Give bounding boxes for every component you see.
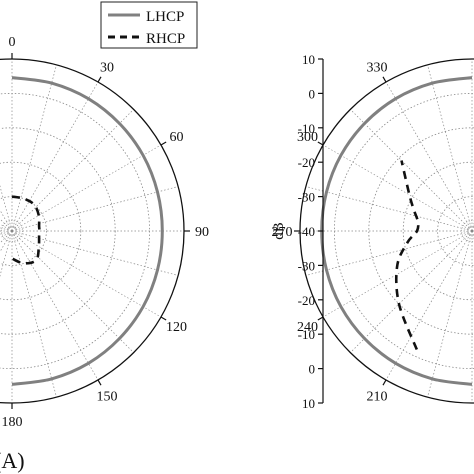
left-series-layer: [11, 76, 164, 386]
grid-spoke: [11, 230, 162, 318]
grid-spoke: [385, 81, 473, 232]
angle-tick-label: 210: [367, 390, 388, 405]
series-rhcp-line: [11, 195, 41, 265]
grid-spoke: [11, 109, 134, 232]
legend-label-rhcp: RHCP: [146, 31, 185, 47]
grid-ring: [402, 161, 474, 301]
angle-tick-mark: [97, 379, 102, 386]
series-rhcp-line: [394, 160, 420, 350]
radial-tick-label: -20: [298, 293, 315, 308]
legend: LHCP RHCP: [100, 1, 198, 49]
grid-ring: [368, 127, 474, 335]
grid-spoke: [0, 209, 13, 232]
radial-tick-label: -10: [298, 121, 315, 136]
angle-tick-label: 240: [297, 320, 318, 335]
left-grid: [0, 58, 185, 404]
panel-label: (A): [0, 448, 25, 473]
radial-tick-label: 0: [309, 86, 316, 101]
angle-tick-mark: [317, 141, 324, 146]
angle-tick-label: 300: [297, 130, 318, 145]
grid-spoke: [11, 81, 99, 232]
grid-spoke: [11, 144, 162, 232]
angle-tick-label: 330: [367, 60, 388, 75]
radial-tick-label: 10: [302, 396, 315, 411]
grid-spoke: [427, 64, 473, 232]
radial-tick-label: 0: [309, 362, 316, 377]
polar-plot-right: 210 240 270 300 330 10 0 -10 -20 -30 -40 -30 -20 -10…: [271, 52, 474, 411]
angle-tick-label: 90: [195, 225, 209, 240]
grid-ring: [0, 161, 82, 301]
grid-spoke: [11, 64, 57, 232]
angle-tick-label: 60: [170, 130, 184, 145]
grid-ring: [0, 127, 116, 335]
grid-spoke: [322, 144, 473, 232]
angle-tick-label: 0: [9, 35, 16, 50]
radial-axis-label: dB: [271, 222, 287, 240]
series-lhcp-line: [320, 76, 473, 386]
grid-spoke: [0, 230, 13, 253]
right-angle-ticks: 210 240 270 300 330: [272, 60, 388, 404]
grid-spoke: [385, 230, 473, 381]
grid-spoke: [11, 230, 134, 353]
radial-tick-label: -30: [298, 258, 315, 273]
angle-tick-mark: [382, 379, 387, 386]
right-grid: [299, 58, 474, 404]
legend-box: [100, 1, 198, 49]
series-lhcp-line: [11, 76, 164, 386]
right-radial-axis: 10 0 -10 -20 -30 -40 -30 -20 -10 0 10 dB: [271, 52, 324, 411]
angle-tick-mark: [160, 141, 167, 146]
radial-tick-label: -40: [298, 224, 315, 239]
grid-spoke: [305, 186, 473, 232]
angle-tick-mark: [317, 316, 324, 321]
angle-tick-label: 180: [2, 415, 23, 430]
grid-spoke: [427, 230, 473, 398]
angle-tick-mark: [382, 76, 387, 83]
angle-tick-label: 120: [166, 320, 187, 335]
angle-tick-mark: [97, 76, 102, 83]
angle-tick-label: 270: [272, 225, 293, 240]
grid-spoke: [11, 230, 179, 276]
grid-ring: [466, 225, 474, 237]
grid-spoke: [0, 184, 13, 232]
radial-tick-label: 10: [302, 52, 315, 67]
angle-tick-label: 150: [97, 390, 118, 405]
grid-spoke: [350, 109, 473, 232]
legend-label-lhcp: LHCP: [146, 9, 184, 25]
radial-tick-label: -10: [298, 327, 315, 342]
polar-plot-left: 0 30 60 90 120 150 180: [0, 35, 209, 430]
grid-spoke: [0, 230, 13, 278]
grid-spoke: [322, 230, 473, 318]
right-series-layer: [320, 76, 473, 386]
left-angle-ticks: 0 30 60 90 120 150 180: [2, 35, 210, 430]
grid-spoke: [0, 230, 13, 239]
grid-ring: [437, 196, 474, 266]
grid-spoke: [11, 230, 57, 398]
grid-ring: [6, 225, 18, 237]
grid-ring: [461, 220, 474, 242]
radial-tick-label: -20: [298, 155, 315, 170]
radial-tick-label: -30: [298, 190, 315, 205]
angle-tick-mark: [160, 316, 167, 321]
grid-spoke: [11, 230, 99, 381]
grid-spoke: [350, 230, 473, 353]
grid-spoke: [305, 230, 473, 276]
angle-tick-label: 30: [100, 60, 114, 75]
grid-spoke: [0, 223, 13, 232]
grid-ring: [1, 220, 23, 242]
